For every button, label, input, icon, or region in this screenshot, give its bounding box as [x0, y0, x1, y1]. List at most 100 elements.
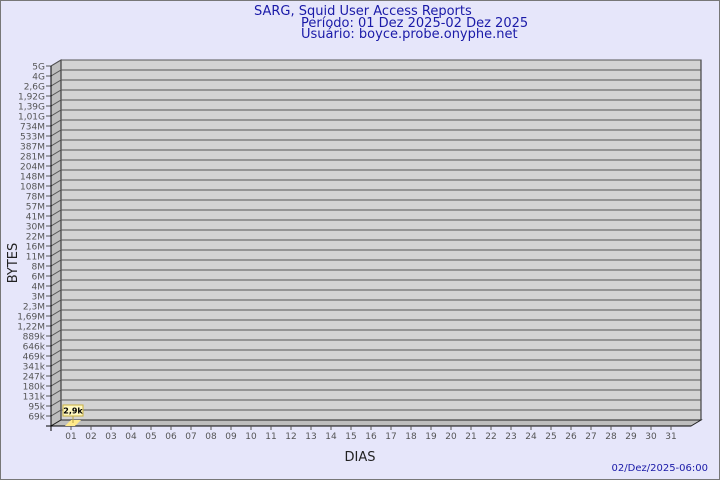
chart-user: Usuário: boyce.probe.onyphe.net: [301, 27, 518, 42]
gridline: [46, 399, 701, 407]
y-tick-label: 6M: [32, 273, 46, 283]
gridline: [46, 249, 701, 257]
y-tick-label: 3M: [32, 293, 46, 303]
gridline: [46, 79, 701, 87]
y-tick-label: 1,01G: [18, 113, 45, 123]
y-tick-label: 1,39G: [18, 103, 45, 113]
y-tick-label: 387M: [20, 143, 45, 153]
x-tick-label: 10: [245, 432, 257, 442]
x-tick-label: 24: [525, 432, 537, 442]
y-tick-label: 41M: [26, 213, 45, 223]
gridline: [46, 149, 701, 157]
x-tick-label: 03: [105, 432, 116, 442]
y-tick-label: 646k: [23, 343, 46, 353]
y-tick-label: 148M: [20, 173, 45, 183]
gridline: [46, 189, 701, 197]
x-tick-label: 20: [445, 432, 457, 442]
x-tick-label: 28: [605, 432, 617, 442]
x-tick-label: 27: [585, 432, 596, 442]
gridline: [46, 59, 701, 67]
y-tick-label: 95k: [28, 403, 45, 413]
x-tick-label: 23: [505, 432, 516, 442]
x-tick-label: 08: [205, 432, 217, 442]
x-tick-label: 06: [165, 432, 177, 442]
gridline: [46, 209, 701, 217]
y-tick-label: 5G: [32, 63, 45, 73]
x-tick-label: 01: [65, 432, 76, 442]
x-tick-label: 07: [185, 432, 196, 442]
gridline: [46, 279, 701, 287]
y-tick-label: 533M: [20, 133, 45, 143]
y-tick-label: 2,3M: [23, 303, 45, 313]
x-tick-label: 16: [365, 432, 377, 442]
gridline: [46, 139, 701, 147]
x-tick-label: 21: [465, 432, 476, 442]
y-tick-label: 1,22M: [17, 323, 45, 333]
x-tick-label: 05: [145, 432, 156, 442]
y-tick-label: 2,6G: [24, 83, 45, 93]
gridline: [46, 69, 701, 77]
gridline: [46, 339, 701, 347]
y-tick-label: 4M: [32, 283, 46, 293]
gridline: [46, 219, 701, 227]
y-tick-label: 69k: [28, 413, 45, 423]
gridline: [46, 379, 701, 387]
y-tick-label: 734M: [20, 123, 45, 133]
x-tick-label: 19: [425, 432, 437, 442]
x-tick-label: 14: [325, 432, 337, 442]
y-tick-label: 281M: [20, 153, 45, 163]
gridline: [46, 329, 701, 337]
gridline: [46, 159, 701, 167]
gridline: [46, 199, 701, 207]
y-tick-label: 30M: [26, 223, 45, 233]
y-tick-label: 8M: [32, 263, 46, 273]
gridline: [46, 269, 701, 277]
y-tick-label: 4G: [32, 73, 45, 83]
gridline: [46, 299, 701, 307]
gridline: [46, 359, 701, 367]
gridline: [46, 369, 701, 377]
gridline: [46, 309, 701, 317]
gridline: [46, 239, 701, 247]
y-tick-label: 341k: [23, 363, 46, 373]
gridline: [46, 89, 701, 97]
x-tick-label: 13: [305, 432, 316, 442]
bar-data-label: 2,9k: [63, 407, 83, 416]
x-tick-label: 31: [665, 432, 676, 442]
chart-title: SARG, Squid User Access Reports: [254, 4, 472, 19]
x-tick-label: 04: [125, 432, 137, 442]
x-tick-label: 02: [85, 432, 96, 442]
gridline: [46, 99, 701, 107]
y-tick-label: 1,69M: [17, 313, 45, 323]
y-axis-label: BYTES: [6, 243, 21, 284]
y-tick-label: 16M: [26, 243, 45, 253]
x-axis-label: DIAS: [345, 450, 376, 465]
gridline: [46, 179, 701, 187]
x-tick-label: 09: [225, 432, 237, 442]
y-tick-label: 11M: [26, 253, 45, 263]
x-tick-label: 22: [485, 432, 496, 442]
y-tick-label: 469k: [23, 353, 46, 363]
gridline: [46, 119, 701, 127]
x-tick-label: 15: [345, 432, 356, 442]
y-tick-label: 22M: [26, 233, 45, 243]
x-tick-label: 26: [565, 432, 577, 442]
gridline: [46, 129, 701, 137]
gridline: [46, 109, 701, 117]
timestamp: 02/Dez/2025-06:00: [612, 463, 708, 474]
floor: [49, 419, 703, 427]
y-tick-label: 204M: [20, 163, 45, 173]
gridline: [46, 259, 701, 267]
gridline: [46, 229, 701, 237]
y-tick-label: 1,92G: [18, 93, 45, 103]
y-tick-label: 131k: [23, 393, 46, 403]
x-tick-label: 17: [385, 432, 396, 442]
x-tick-label: 11: [265, 432, 276, 442]
gridline: [46, 289, 701, 297]
y-tick-label: 108M: [20, 183, 45, 193]
gridline: [46, 169, 701, 177]
y-tick-label: 180k: [23, 383, 46, 393]
y-tick-label: 889k: [23, 333, 46, 343]
